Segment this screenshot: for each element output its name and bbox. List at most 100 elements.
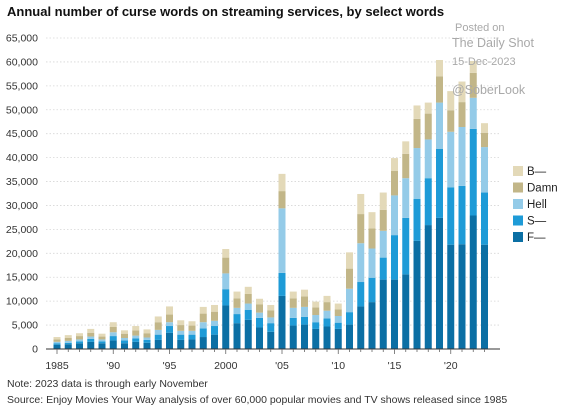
x-tick-label: 1985: [45, 360, 69, 372]
bar-segment-s: [481, 192, 488, 245]
legend-label-f: F—: [527, 232, 546, 244]
bar-segment-s: [177, 334, 185, 340]
bar-segment-s: [109, 336, 117, 341]
y-tick-label: 10,000: [6, 296, 38, 308]
bar-segment-hell: [87, 336, 95, 339]
bar-segment-damn: [64, 338, 72, 341]
bar-segment-hell: [436, 102, 443, 149]
bar-segment-f: [391, 279, 398, 349]
bar-segment-f: [458, 244, 466, 349]
bar-segment-hell: [447, 131, 455, 188]
bar-segment-damn: [166, 314, 173, 323]
bar-segment-b: [143, 329, 151, 334]
watermark-line2: The Daily Shot: [452, 36, 535, 50]
bar-segment-f: [154, 339, 162, 349]
bar-segment-b: [357, 193, 365, 215]
bar-segment-hell: [143, 337, 151, 340]
bar-segment-b: [368, 212, 376, 229]
bar-segment-b: [289, 291, 297, 299]
bar-segment-hell: [469, 97, 477, 129]
bar-segment-f: [109, 340, 117, 349]
bar-segment-hell: [379, 230, 387, 258]
bar-segment-s: [278, 272, 286, 296]
bar-segment-b: [188, 321, 196, 326]
bar-segment-f: [379, 279, 387, 349]
bar-segment-s: [166, 326, 173, 333]
bar-segment-b: [278, 173, 286, 192]
bar-segment-f: [177, 339, 185, 349]
bar-segment-f: [64, 344, 72, 349]
x-axis: [46, 348, 500, 354]
bar-segment-b: [424, 102, 432, 114]
bar-segment-damn: [379, 209, 387, 231]
y-tick-label: 45,000: [6, 128, 38, 140]
bar-segment-b: [87, 328, 95, 333]
watermark-line3: 15-Dec-2023: [452, 56, 516, 68]
bar-segment-damn: [199, 313, 207, 323]
bar-segment-b: [233, 291, 241, 299]
bar-segment-s: [312, 322, 320, 329]
bar-segment-s: [211, 326, 218, 335]
bar-segment-s: [244, 309, 252, 320]
bar-segment-s: [76, 341, 83, 344]
bar-segment-b: [64, 335, 72, 338]
bar-segment-s: [458, 185, 466, 245]
bar-segment-s: [469, 128, 477, 216]
bar-segment-damn: [256, 304, 263, 313]
chart-source: Source: Enjoy Movies Your Way analysis o…: [7, 394, 508, 406]
bar-segment-hell: [211, 320, 218, 327]
bar-segment-b: [334, 303, 342, 310]
bar-segment-hell: [312, 315, 320, 323]
bar-segment-s: [121, 340, 128, 344]
bar-segment-damn: [121, 333, 128, 338]
bar-segment-b: [177, 320, 185, 326]
bar-segment-b: [301, 289, 308, 297]
watermark-line1: Posted on: [455, 22, 505, 34]
bar-segment-damn: [143, 333, 151, 338]
bar-segment-f: [199, 337, 207, 349]
bar-segment-s: [154, 334, 162, 340]
bar-segment-damn: [211, 311, 218, 321]
bar-segment-s: [402, 217, 410, 275]
bar-segment-hell: [323, 310, 331, 319]
bar-segment-damn: [323, 302, 331, 311]
bar-segment-b: [379, 192, 387, 210]
bar-segment-s: [346, 312, 353, 325]
bar-segment-hell: [278, 208, 286, 273]
bar-segment-b: [166, 306, 173, 315]
x-tick-label: '95: [163, 360, 177, 372]
y-tick-label: 25,000: [6, 224, 38, 236]
y-tick-label: 0: [32, 344, 38, 356]
bar-segment-damn: [188, 325, 196, 331]
bar-segment-f: [436, 217, 443, 349]
x-tick-label: '10: [331, 360, 345, 372]
bar-segment-b: [323, 295, 331, 303]
bar-segment-s: [53, 343, 61, 345]
bar-segment-b: [447, 91, 455, 111]
bar-segment-hell: [413, 148, 421, 199]
x-tick-label: '05: [275, 360, 289, 372]
bar-segment-hell: [391, 195, 398, 236]
bar-segment-damn: [289, 298, 297, 308]
bar-segment-hell: [166, 322, 173, 327]
legend-swatch-s: [513, 215, 523, 226]
x-tick-label: '20: [444, 360, 458, 372]
bar-segment-hell: [222, 273, 230, 290]
bar-segment-b: [98, 333, 106, 337]
bar-segment-s: [436, 149, 443, 218]
bar-segment-hell: [346, 288, 353, 313]
bar-segment-f: [312, 328, 320, 349]
chart-title: Annual number of curse words on streamin…: [7, 4, 445, 19]
bar-segment-b: [121, 330, 128, 334]
bar-segment-hell: [458, 126, 466, 186]
watermark: Posted on The Daily Shot 15-Dec-2023 @So…: [452, 22, 535, 97]
bar-segment-hell: [334, 315, 342, 323]
bar-segment-damn: [109, 326, 117, 333]
bar-segment-f: [481, 244, 488, 349]
bar-segment-damn: [469, 72, 477, 98]
bar-segment-damn: [76, 336, 83, 340]
bars: [53, 60, 488, 349]
bar-segment-damn: [436, 76, 443, 103]
bar-segment-f: [323, 326, 331, 349]
